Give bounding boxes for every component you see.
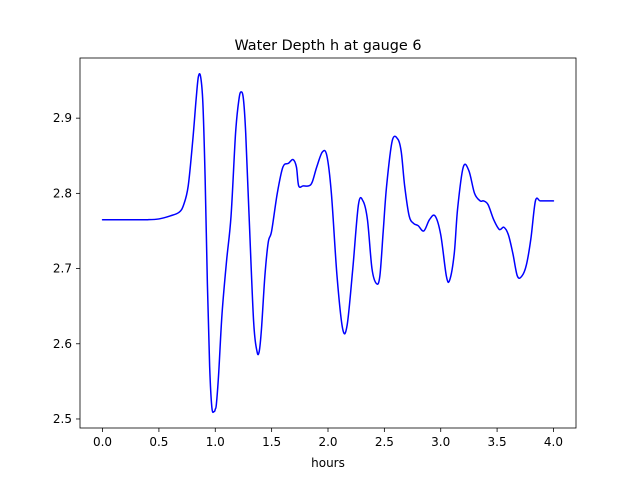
y-tick-label: 2.6 (53, 337, 72, 351)
y-tick-label: 2.9 (53, 111, 72, 125)
x-tick-label: 0.0 (93, 435, 112, 449)
x-axis-label: hours (311, 456, 345, 470)
x-tick-label: 0.5 (149, 435, 168, 449)
x-tick-label: 2.0 (318, 435, 337, 449)
x-tick-label: 2.5 (375, 435, 394, 449)
x-tick-label: 3.5 (488, 435, 507, 449)
plot-area-frame (79, 57, 577, 429)
x-tick-label: 1.5 (262, 435, 281, 449)
series-line (101, 72, 555, 414)
x-tick-label: 3.0 (431, 435, 450, 449)
y-tick-label: 2.8 (53, 186, 72, 200)
y-tick-label: 2.7 (53, 262, 72, 276)
x-axis-ticks: 0.0 0.5 1.0 1.5 2.0 2.5 3.0 3.5 4.0 (93, 428, 563, 449)
x-tick-label: 4.0 (544, 435, 563, 449)
chart-title: Water Depth h at gauge 6 (234, 38, 421, 54)
y-axis-ticks: 2.5 2.6 2.7 2.8 2.9 (53, 111, 80, 426)
y-tick-label: 2.5 (53, 412, 72, 426)
x-tick-label: 1.0 (206, 435, 225, 449)
